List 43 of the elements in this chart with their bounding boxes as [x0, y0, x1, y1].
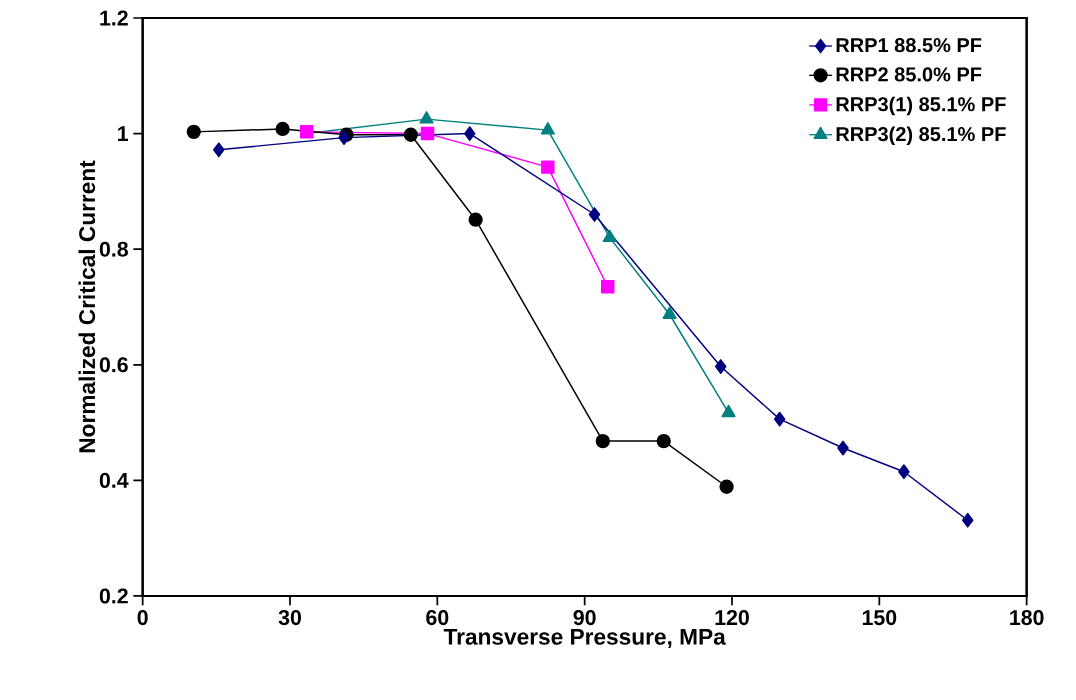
point — [898, 464, 910, 480]
x-axis-title: Transverse Pressure, MPa — [443, 628, 726, 649]
legend-label: RRP2 85.0% PF — [836, 67, 982, 82]
legend-label: RRP1 88.5% PF — [836, 38, 982, 53]
point — [419, 111, 434, 124]
point — [656, 433, 671, 449]
point — [468, 212, 483, 227]
point — [714, 359, 727, 374]
y-axis-title: Normalized Critical Current — [78, 160, 96, 453]
point — [588, 207, 601, 222]
point — [961, 512, 974, 528]
x-tick-label: 30 — [278, 610, 301, 626]
x-tick-label: 180 — [1010, 610, 1044, 626]
x-tick-label: 120 — [715, 610, 749, 626]
x-tick-label: 90 — [573, 610, 596, 626]
x-tick-label: 0 — [137, 610, 148, 626]
point — [213, 142, 225, 158]
y-tick-label: 0.4 — [99, 472, 129, 488]
point — [403, 127, 418, 142]
y-tick-label: 0.8 — [99, 241, 128, 257]
x-tick-label: 150 — [862, 610, 897, 626]
point — [773, 411, 786, 427]
point — [420, 126, 435, 141]
point — [721, 404, 736, 418]
x-tick-label: 60 — [426, 610, 449, 626]
y-tick-label: 0.2 — [99, 588, 128, 604]
y-tick-label: 1 — [118, 126, 129, 141]
y-tick-label: 0.6 — [99, 357, 128, 373]
point — [595, 433, 610, 449]
point — [719, 479, 734, 494]
point — [338, 130, 350, 146]
point — [275, 121, 290, 137]
point — [540, 122, 555, 135]
point — [602, 229, 617, 243]
legend-label: RRP3(1) 85.1% PF — [836, 96, 1006, 116]
point — [186, 124, 201, 139]
legend-label: RRP3(2) 85.1% PF — [836, 126, 1006, 146]
point — [601, 280, 615, 294]
point — [662, 306, 677, 319]
point — [541, 160, 555, 174]
point — [837, 440, 849, 456]
y-tick-label: 1.2 — [100, 10, 128, 26]
point — [464, 126, 476, 141]
